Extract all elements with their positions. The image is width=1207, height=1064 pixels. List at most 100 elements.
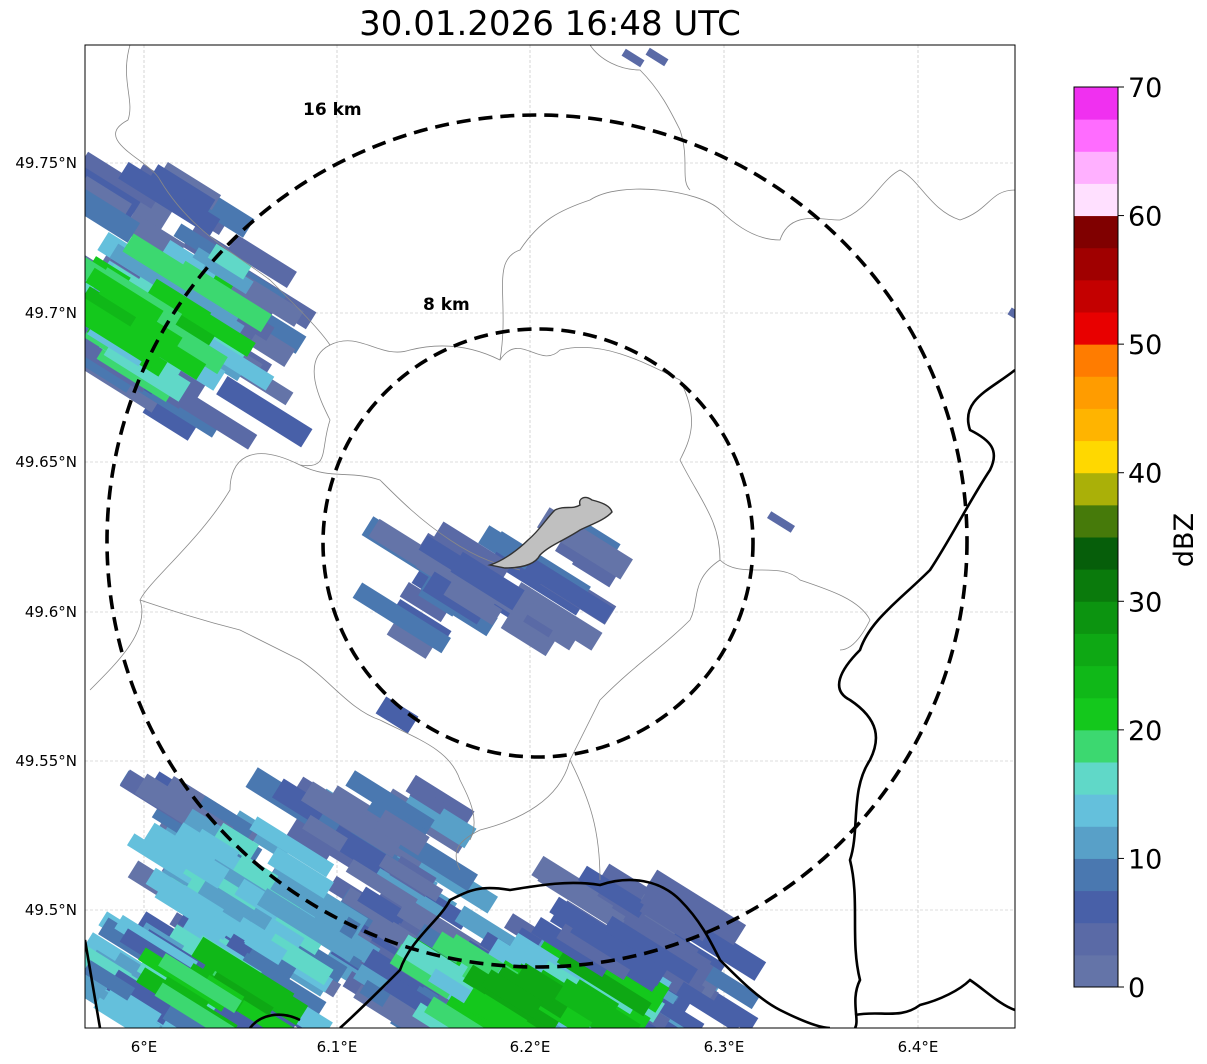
echo-cell — [523, 614, 553, 638]
y-tick-label: 49.7°N — [25, 304, 77, 322]
colorbar-bin — [1074, 151, 1118, 184]
echo-cell — [500, 609, 558, 657]
colorbar-tick-label: 10 — [1128, 844, 1162, 875]
colorbar-bin — [1074, 119, 1118, 152]
colorbar-bin — [1074, 922, 1118, 956]
map-title: 30.01.2026 16:48 UTC — [359, 4, 741, 44]
echo-cell — [177, 391, 258, 450]
echo-cell — [357, 886, 408, 927]
echo-cell — [603, 915, 698, 984]
plot-frame — [84, 44, 1016, 1029]
echo-cell — [85, 960, 136, 1001]
ring-8km — [321, 327, 755, 759]
colorbar-bin — [1074, 890, 1118, 924]
colorbar-bin — [1074, 858, 1118, 892]
colorbar-tick-label: 70 — [1128, 73, 1162, 104]
echo-cell — [85, 175, 132, 219]
colorbar-bin — [1074, 954, 1118, 988]
y-tick-label: 49.55°N — [15, 752, 77, 770]
colorbar-tick-label: 30 — [1128, 587, 1162, 618]
echo-cell — [381, 994, 469, 1028]
x-tick-label: 6.2°E — [510, 1038, 551, 1056]
colorbar-bin — [1074, 408, 1118, 442]
colorbar-tick-label: 40 — [1128, 459, 1162, 490]
x-tick-label: 6.1°E — [317, 1038, 358, 1056]
echo-cell — [149, 164, 216, 214]
colorbar-bin — [1074, 826, 1118, 859]
echo-cell — [577, 865, 648, 918]
admin-borders — [89, 45, 1015, 881]
echo-cell — [190, 247, 254, 295]
echo-cell — [345, 770, 435, 836]
colorbar-bin — [1074, 376, 1118, 409]
colorbar-label: dBZ — [1169, 513, 1200, 567]
echo-cell — [85, 151, 160, 209]
ring-16km — [105, 113, 969, 969]
x-tick-label: 6°E — [131, 1038, 158, 1056]
colorbar-bin — [1074, 440, 1118, 474]
colorbar-bin — [1074, 762, 1118, 795]
echo-cell — [198, 312, 256, 357]
echo-cell — [375, 696, 419, 734]
y-tick-label: 49.6°N — [25, 603, 77, 621]
city-outline — [487, 496, 613, 569]
colorbar: 0 10 20 30 40 50 60 70 — [1073, 73, 1162, 1004]
axis-ticks: 6°E 6.1°E 6.2°E 6.3°E 6.4°E 49.75°N 49.7°N 49.6… — [15, 154, 938, 1056]
echo-cell — [767, 511, 795, 533]
colorbar-bin — [1074, 87, 1118, 120]
y-tick-label: 49.5°N — [25, 901, 77, 919]
echo-cell — [216, 376, 313, 448]
echo-cell — [118, 161, 221, 236]
colorbar-tick-label: 20 — [1128, 716, 1162, 747]
x-tick-label: 6.4°E — [898, 1038, 939, 1056]
echo-cell — [556, 923, 633, 981]
colorbar-bin — [1074, 504, 1118, 538]
echo-cell — [191, 936, 295, 1013]
echo-cell — [174, 260, 272, 333]
country-border — [85, 368, 1015, 1028]
echo-cell — [226, 234, 297, 288]
echo-cell — [495, 965, 569, 1019]
echo-cell — [101, 984, 162, 1028]
ring-label-8km: 8 km — [423, 295, 470, 315]
echo-cell — [345, 859, 418, 912]
echo-cell — [158, 953, 242, 1014]
colorbar-bin — [1074, 215, 1118, 249]
echo-cell — [450, 551, 525, 611]
echo-cell — [210, 997, 287, 1028]
echo-cell — [515, 962, 563, 1003]
colorbar-bin — [1074, 794, 1118, 827]
echo-cell — [127, 311, 183, 358]
echo-cell — [142, 822, 230, 889]
colorbar-bin — [1074, 633, 1118, 667]
echo-cell — [265, 933, 334, 986]
echo-cell — [85, 187, 141, 243]
colorbar-tick-label: 60 — [1128, 202, 1162, 233]
echo-cell — [267, 847, 334, 899]
echo-cell — [378, 854, 444, 902]
echo-cell — [162, 1001, 211, 1028]
radar-echoes — [85, 47, 1015, 1028]
echo-cell — [142, 397, 198, 441]
echo-cell — [85, 267, 164, 326]
colorbar-tick-label: 50 — [1128, 330, 1162, 361]
x-tick-label: 6.3°E — [704, 1038, 745, 1056]
echo-cell — [374, 809, 430, 856]
echo-cell — [570, 915, 668, 987]
echo-cell — [302, 814, 348, 852]
echo-cell — [271, 778, 328, 825]
echo-cell — [195, 879, 256, 928]
echo-cell — [249, 816, 335, 878]
colorbar-bin — [1074, 601, 1118, 634]
echo-cell — [481, 969, 544, 1018]
colorbar-bin — [1074, 472, 1118, 506]
colorbar-frame — [1073, 86, 1119, 988]
echo-cell — [645, 47, 669, 67]
ring-label-16km: 16 km — [303, 100, 362, 120]
colorbar-bin — [1074, 247, 1118, 281]
colorbar-bin — [1074, 697, 1118, 731]
colorbar-bin — [1074, 537, 1118, 570]
echo-cell — [300, 781, 405, 858]
echo-cell — [621, 48, 645, 68]
